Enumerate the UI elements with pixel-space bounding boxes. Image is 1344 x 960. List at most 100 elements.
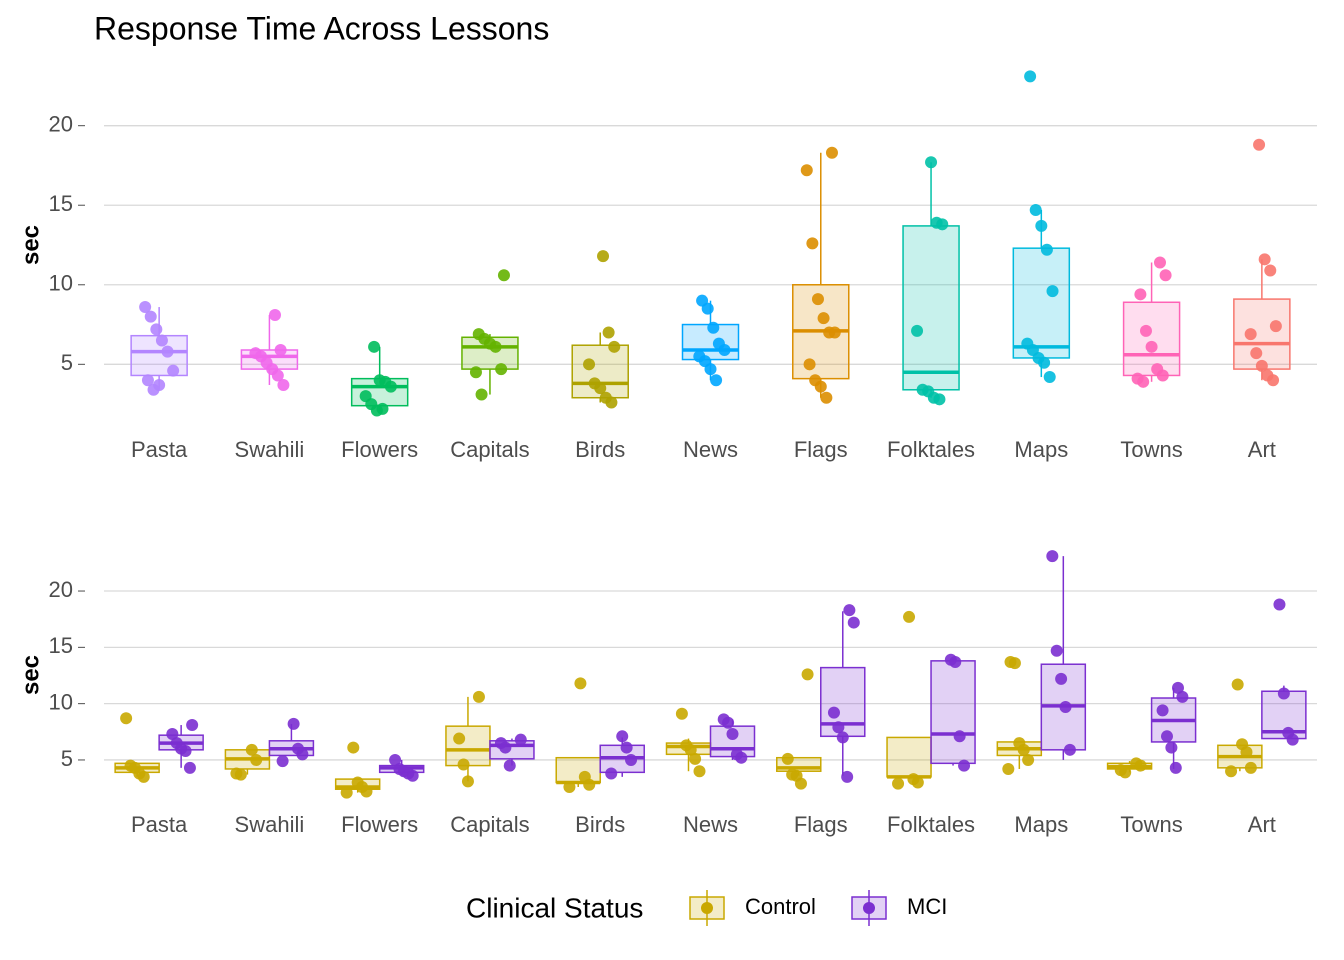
point: [903, 610, 916, 623]
point: [704, 363, 717, 376]
point: [296, 748, 309, 761]
y-tick-label: 15: [49, 191, 73, 216]
point: [269, 309, 282, 321]
point: [836, 731, 849, 744]
box: [445, 725, 491, 767]
point: [1156, 704, 1169, 717]
box: [902, 225, 960, 391]
point: [602, 326, 615, 339]
point: [1040, 243, 1053, 256]
point: [503, 759, 516, 772]
x-tick-label: Flowers: [341, 812, 418, 837]
box: [1012, 247, 1071, 359]
point: [625, 753, 638, 766]
point: [1139, 324, 1152, 337]
point: [186, 719, 199, 732]
point: [489, 340, 502, 353]
box: [1122, 301, 1181, 377]
point: [843, 604, 856, 617]
point: [166, 728, 179, 741]
point: [817, 312, 830, 325]
point: [495, 363, 508, 376]
point: [1043, 371, 1056, 384]
point: [1145, 340, 1158, 353]
point: [250, 753, 263, 766]
x-tick-label: Art: [1248, 812, 1276, 837]
point: [597, 250, 610, 263]
point: [469, 366, 482, 379]
point: [801, 668, 814, 681]
point: [781, 752, 794, 765]
x-tick-label: Pasta: [131, 812, 188, 837]
point: [453, 732, 466, 745]
point: [563, 780, 576, 793]
box: [886, 736, 932, 778]
legend-key: [863, 902, 875, 914]
point: [693, 765, 706, 778]
point: [814, 380, 827, 393]
point: [1063, 743, 1076, 756]
y-axis-label: sec: [17, 225, 44, 265]
point: [620, 741, 633, 754]
point: [583, 358, 596, 371]
point: [1269, 320, 1282, 333]
point: [368, 340, 381, 353]
point: [1286, 733, 1299, 746]
point: [1176, 690, 1189, 703]
point: [1137, 375, 1150, 388]
x-tick-label: Birds: [575, 812, 625, 837]
x-tick-label: News: [683, 437, 738, 462]
point: [1119, 766, 1132, 779]
point: [1134, 759, 1147, 772]
point: [1225, 765, 1238, 778]
x-tick-label: Maps: [1014, 437, 1068, 462]
x-tick-label: Art: [1248, 437, 1276, 462]
point: [825, 146, 838, 159]
point: [701, 302, 714, 315]
point: [1277, 687, 1290, 700]
point: [605, 396, 618, 409]
point: [1160, 730, 1173, 743]
x-tick-label: Flags: [794, 812, 848, 837]
point: [1165, 741, 1178, 754]
point: [608, 340, 621, 353]
point: [167, 364, 180, 377]
point: [1258, 253, 1271, 266]
point: [1250, 347, 1263, 360]
point: [707, 321, 720, 334]
point: [726, 728, 739, 741]
point: [1159, 269, 1172, 282]
point: [794, 777, 807, 790]
legend-key: [701, 902, 713, 914]
y-tick-label: 10: [49, 689, 73, 714]
point: [800, 164, 813, 177]
point: [1264, 264, 1277, 277]
point: [1038, 356, 1051, 369]
point: [911, 324, 924, 337]
point: [803, 358, 816, 371]
point: [139, 301, 152, 314]
point: [183, 761, 196, 774]
point: [827, 706, 840, 719]
point: [1253, 138, 1266, 151]
point: [1169, 761, 1182, 774]
point: [234, 768, 247, 781]
box: [1233, 298, 1291, 370]
y-tick-label: 5: [61, 350, 73, 375]
point: [735, 751, 748, 764]
x-tick-label: Swahili: [235, 812, 305, 837]
point: [925, 156, 938, 169]
point: [594, 382, 607, 395]
point: [150, 323, 163, 336]
point: [384, 380, 397, 393]
chart-title: Response Time Across Lessons: [94, 10, 549, 46]
x-tick-label: Maps: [1014, 812, 1068, 837]
point: [1240, 746, 1253, 759]
point: [841, 770, 854, 783]
point: [583, 778, 596, 791]
point: [499, 741, 512, 754]
y-tick-label: 5: [61, 746, 73, 771]
point: [828, 326, 841, 339]
point: [347, 741, 360, 754]
